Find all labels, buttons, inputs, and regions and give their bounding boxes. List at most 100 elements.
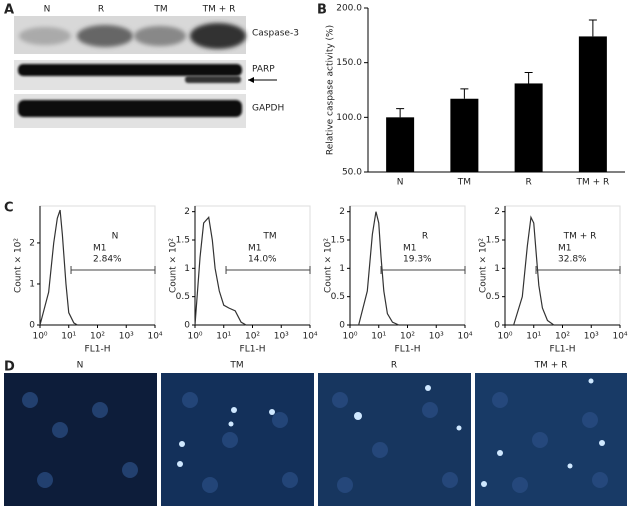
y-tick-label: 100.0: [336, 113, 362, 123]
y-tick-label: 1: [184, 264, 190, 274]
image-label: TM: [229, 361, 243, 371]
lane-label: R: [98, 5, 104, 15]
gate: [70, 266, 156, 274]
bar: [450, 98, 479, 172]
y-tick-label: 2: [184, 207, 190, 217]
lane-label: N: [44, 5, 51, 15]
y-tick-label: 1.5: [331, 236, 345, 246]
plot-frame: [39, 205, 156, 326]
x-tick-label: 10⁰: [187, 332, 202, 342]
gate-label: M1: [403, 244, 417, 254]
x-tick-label: 10³: [119, 332, 134, 342]
y-tick-label: 0: [184, 321, 190, 331]
y-axis-label: Count × 10²: [14, 238, 24, 293]
x-tick-label: 10²: [555, 332, 570, 342]
panel-label: C: [4, 201, 14, 216]
y-tick-label: 0.5: [331, 292, 345, 302]
band-label: GAPDH: [252, 104, 284, 114]
blot-gapdh: [14, 94, 246, 128]
x-tick-label: TM + R: [575, 178, 609, 188]
x-tick-label: R: [525, 178, 531, 188]
y-axis-label: Count × 10²: [479, 238, 489, 293]
x-tick-label: 10²: [400, 332, 415, 342]
y-tick-label: 2: [29, 238, 35, 248]
x-tick-label: 10¹: [526, 332, 541, 342]
band-label: Caspase-3: [252, 29, 299, 39]
x-axis-label: FL1-H: [395, 345, 421, 355]
y-axis-label: Count × 10²: [324, 238, 334, 293]
x-tick-label: 10³: [584, 332, 599, 342]
panel-label: B: [317, 3, 327, 18]
lane-label: TM: [153, 5, 167, 15]
y-tick-label: 0: [339, 321, 345, 331]
fluorescence-images: [4, 373, 627, 506]
image-label: R: [391, 361, 397, 371]
error-bar: [524, 72, 533, 84]
histogram-line: [39, 209, 78, 326]
sample-label: R: [422, 232, 428, 242]
error-bar: [460, 88, 469, 99]
x-axis-label: FL1-H: [85, 345, 111, 355]
y-tick-label: 0.5: [486, 292, 500, 302]
y-tick-label: 0: [29, 321, 35, 331]
x-tick-label: 10⁰: [497, 332, 512, 342]
x-tick-label: 10⁴: [457, 332, 472, 342]
sample-label: N: [112, 232, 119, 242]
x-tick-label: 10⁴: [612, 332, 627, 342]
y-tick-label: 150.0: [336, 58, 362, 68]
histogram-line: [194, 215, 247, 326]
x-tick-label: 10⁰: [32, 332, 47, 342]
y-tick-label: 2: [494, 207, 500, 217]
gate-label: M1: [93, 244, 107, 254]
lane-label: TM + R: [202, 5, 236, 15]
gate: [535, 266, 621, 274]
x-tick-label: 10⁴: [302, 332, 317, 342]
x-tick-label: 10⁰: [342, 332, 357, 342]
gate-label: M1: [248, 244, 262, 254]
x-tick-label: 10³: [274, 332, 289, 342]
x-tick-label: 10¹: [371, 332, 386, 342]
gate: [225, 266, 311, 274]
y-tick-label: 1: [494, 264, 500, 274]
x-tick-label: 10¹: [216, 332, 231, 342]
blot-caspase: [14, 16, 246, 54]
panel-label: D: [4, 360, 15, 375]
x-tick-label: N: [397, 178, 404, 188]
x-axis-label: FL1-H: [550, 345, 576, 355]
histogram-line: [358, 211, 400, 326]
y-tick-label: 0.5: [176, 292, 190, 302]
bar: [386, 117, 415, 172]
y-axis-label: Relative caspase activity (%): [326, 25, 336, 155]
gate-percent: 32.8%: [558, 255, 587, 265]
gate-percent: 19.3%: [403, 255, 432, 265]
gate-percent: 14.0%: [248, 255, 277, 265]
y-tick-label: 2: [339, 207, 345, 217]
y-tick-label: 1.5: [486, 236, 500, 246]
plot-frame: [349, 205, 466, 326]
error-bar: [396, 108, 405, 118]
blot-parp: [14, 60, 277, 90]
x-tick-label: 10³: [429, 332, 444, 342]
x-tick-label: 10¹: [61, 332, 76, 342]
y-tick-label: 50.0: [342, 168, 362, 178]
y-tick-label: 200.0: [336, 4, 362, 14]
bar: [578, 36, 607, 172]
plot-frame: [504, 205, 621, 326]
y-axis-label: Count × 10²: [169, 238, 179, 293]
sample-label: TM: [262, 232, 276, 242]
gate-percent: 2.84%: [93, 255, 122, 265]
panel-label: A: [4, 3, 14, 18]
gate-label: M1: [558, 244, 572, 254]
sample-label: TM + R: [563, 232, 597, 242]
plot-frame: [194, 205, 311, 326]
y-tick-label: 1: [29, 279, 35, 289]
x-tick-label: TM: [457, 178, 471, 188]
image-label: N: [77, 361, 84, 371]
y-tick-label: 0: [494, 321, 500, 331]
x-tick-label: 10²: [245, 332, 260, 342]
y-tick-label: 1.5: [176, 236, 190, 246]
histogram-line: [513, 215, 555, 326]
x-tick-label: 10⁴: [147, 332, 162, 342]
x-tick-label: 10²: [90, 332, 105, 342]
